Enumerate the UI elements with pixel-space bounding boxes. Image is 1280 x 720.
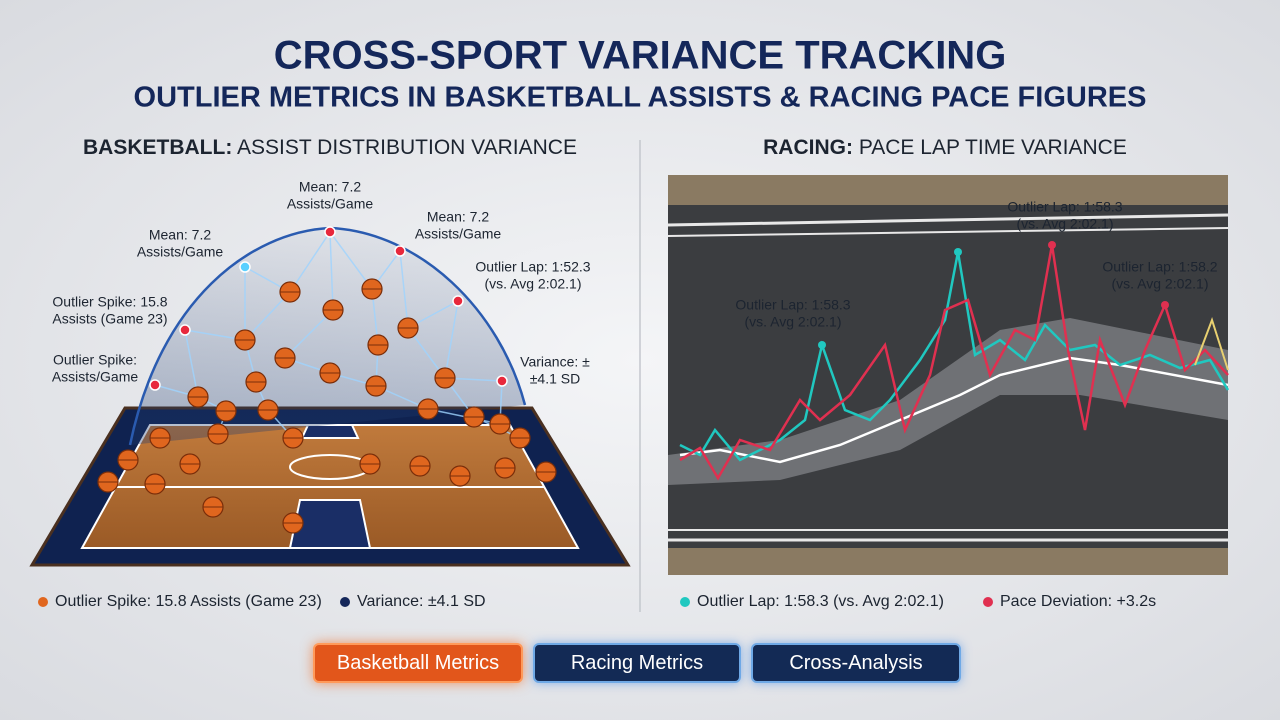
annotation: (vs. Avg 2:02.1) bbox=[744, 314, 841, 330]
infographic: CROSS-SPORT VARIANCE TRACKING OUTLIER ME… bbox=[29, 34, 1230, 612]
link bbox=[184, 329, 199, 398]
annotation: Outlier Lap: 1:52.3 bbox=[475, 259, 590, 275]
panel-title-rest: PACE LAP TIME VARIANCE bbox=[859, 136, 1127, 159]
marker bbox=[818, 341, 826, 349]
marker bbox=[954, 248, 962, 256]
annotation: Mean: 7.2 bbox=[149, 227, 211, 243]
annotation: Assists (Game 23) bbox=[52, 311, 167, 327]
trace bbox=[679, 244, 1229, 481]
marker bbox=[179, 324, 191, 336]
annotation: Assists/Game bbox=[415, 226, 502, 242]
link bbox=[284, 309, 334, 359]
annotation: (vs. Avg 2:02.1) bbox=[1016, 216, 1113, 232]
link bbox=[329, 231, 373, 290]
panel-title-bold: BASKETBALL: bbox=[83, 136, 232, 159]
tab[interactable]: Racing Metrics bbox=[533, 643, 741, 683]
annotation: Outlier Lap: 1:58.3 bbox=[735, 297, 850, 313]
basketball-court bbox=[29, 226, 631, 567]
marker bbox=[452, 295, 464, 307]
link bbox=[244, 291, 291, 341]
annotation: Assists/Game bbox=[287, 196, 374, 212]
panel-title: BASKETBALL: ASSIST DISTRIBUTION VARIANCE bbox=[83, 136, 577, 159]
legend-dot bbox=[340, 597, 350, 607]
annotation: Outlier Spike: 15.8 bbox=[52, 294, 167, 310]
legend-label: Pace Deviation: +3.2s bbox=[1000, 593, 1156, 610]
annotation: Outlier Spike: bbox=[53, 352, 137, 368]
annotation: Mean: 7.2 bbox=[299, 179, 361, 195]
annotation: Outlier Lap: 1:58.3 bbox=[1007, 199, 1122, 215]
marker bbox=[1048, 241, 1056, 249]
panel-title: RACING: PACE LAP TIME VARIANCE bbox=[763, 136, 1127, 159]
race-track bbox=[667, 175, 1229, 575]
annotation: Mean: 7.2 bbox=[427, 209, 489, 225]
panel-title-bold: RACING: bbox=[763, 136, 853, 159]
legend-dot bbox=[680, 597, 690, 607]
legend-label: Outlier Lap: 1:58.3 (vs. Avg 2:02.1) bbox=[697, 593, 944, 610]
marker bbox=[1161, 301, 1169, 309]
marker bbox=[496, 375, 508, 387]
annotation: Outlier Lap: 1:58.2 bbox=[1102, 259, 1217, 275]
annotation: Variance: ± bbox=[520, 354, 590, 370]
annotation: ±4.1 SD bbox=[530, 371, 580, 387]
marker bbox=[324, 226, 336, 238]
legend-label: Variance: ±4.1 SD bbox=[357, 593, 486, 610]
link bbox=[289, 231, 331, 293]
title: CROSS-SPORT VARIANCE TRACKING bbox=[274, 34, 1007, 78]
panel-title-rest: ASSIST DISTRIBUTION VARIANCE bbox=[237, 136, 577, 159]
annotation: Assists/Game bbox=[137, 244, 224, 260]
decoration bbox=[97, 226, 1230, 534]
tab-bar: Basketball Metrics Racing Metrics Cross-… bbox=[313, 643, 961, 683]
annotation: (vs. Avg 2:02.1) bbox=[1111, 276, 1208, 292]
trace bbox=[1194, 316, 1229, 371]
marker bbox=[149, 379, 161, 391]
link bbox=[444, 300, 459, 379]
annotation: (vs. Avg 2:02.1) bbox=[484, 276, 581, 292]
legend-label: Outlier Spike: 15.8 Assists (Game 23) bbox=[55, 593, 322, 610]
tab[interactable]: Basketball Metrics bbox=[313, 643, 523, 683]
marker bbox=[239, 261, 251, 273]
marker bbox=[394, 245, 406, 257]
subtitle: OUTLIER METRICS IN BASKETBALL ASSISTS & … bbox=[134, 82, 1147, 114]
annotation: Assists/Game bbox=[52, 369, 139, 385]
legend-dot bbox=[983, 597, 993, 607]
link bbox=[399, 250, 409, 329]
tab[interactable]: Cross-Analysis bbox=[751, 643, 961, 683]
legend-dot bbox=[38, 597, 48, 607]
link bbox=[329, 231, 334, 311]
